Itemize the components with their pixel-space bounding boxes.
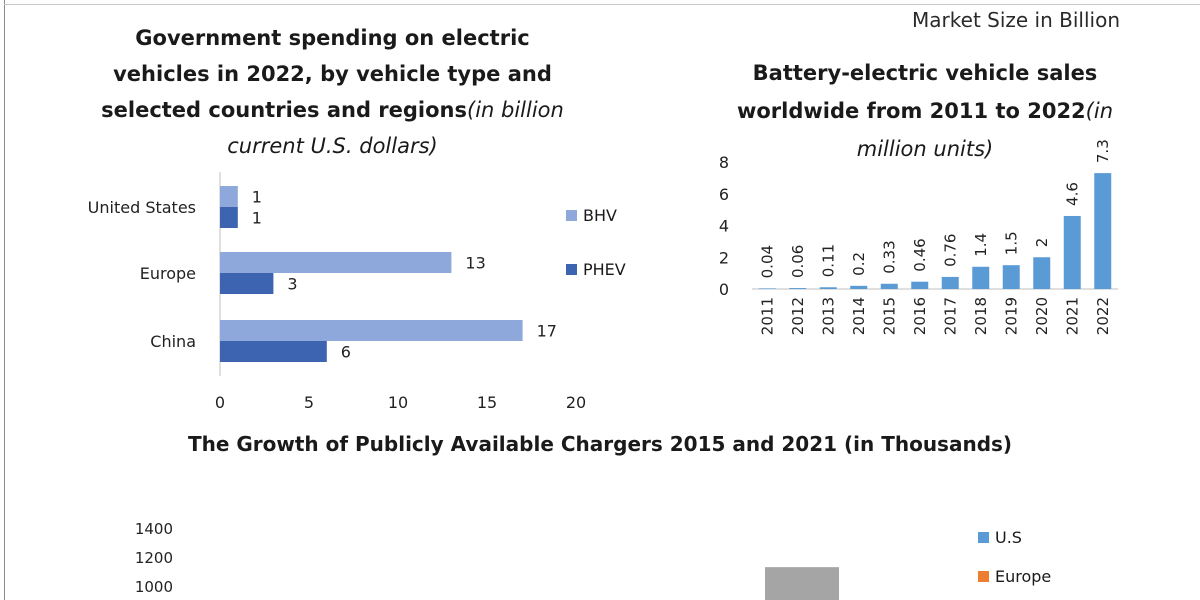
chart2-y-tick-label: 4: [719, 217, 729, 236]
legend-europe-swatch: [978, 571, 989, 582]
chart2-y-tick-label: 6: [719, 185, 729, 204]
chart2-x-tick-label: 2020: [1033, 297, 1051, 335]
frame-left-border: [4, 0, 5, 600]
chart2-x-tick-label: 2013: [819, 297, 837, 335]
chart2-bar: [1063, 215, 1081, 289]
chart2-bar: [1094, 173, 1112, 289]
chart3-title: The Growth of Publicly Available Charger…: [187, 432, 1013, 456]
chart1-title-main: Government spending on electric vehicles…: [101, 26, 552, 122]
legend-bhv: BHV: [566, 206, 617, 225]
chart2-title-italic: (in million units): [856, 99, 1114, 161]
chart2-bar: [850, 285, 868, 289]
chart1-x-tick-label: 20: [566, 393, 586, 412]
chart1-bar-phev: [220, 207, 238, 228]
chart2-data-label: 0.33: [880, 240, 898, 273]
chart1-data-label: 17: [537, 322, 557, 341]
chart2-x-tick-label: 2019: [1002, 297, 1020, 335]
chart1-category-label: United States: [88, 198, 196, 217]
chart1-bar-bhv: [220, 320, 523, 341]
chart1-data-label: 3: [287, 275, 297, 294]
chart2-x-tick-label: 2018: [972, 297, 990, 335]
chart2-data-label: 1.4: [972, 233, 990, 257]
chart1-x-tick-label: 10: [388, 393, 408, 412]
chart2-title: Battery-electric vehicle sales worldwide…: [725, 54, 1125, 168]
chart3-y-tick-label: 1400: [135, 520, 173, 538]
chart1-bar-phev: [220, 273, 274, 294]
legend-us-label: U.S: [995, 528, 1022, 547]
chart2-bar: [819, 287, 837, 289]
chart2-data-label: 0.04: [758, 245, 776, 278]
chart3-y-tick-label: 1200: [135, 549, 173, 567]
chart2-x-tick-label: 2014: [850, 297, 868, 335]
chart2-bar: [1033, 257, 1051, 289]
legend-us-swatch: [978, 532, 989, 543]
chart1-bar-bhv: [220, 186, 238, 207]
chart2-data-label: 1.5: [1002, 231, 1020, 255]
chart2-data-label: 2: [1033, 238, 1051, 248]
chart1-category-label: Europe: [140, 264, 196, 283]
chart2-x-tick-label: 2021: [1063, 297, 1081, 335]
chart2-bar: [880, 283, 898, 289]
legend-us: U.S: [978, 528, 1022, 547]
chart2-bar: [972, 266, 990, 289]
chart2-y-tick-label: 0: [719, 280, 729, 299]
chart2-bar: [941, 276, 959, 289]
frame-top-border: [4, 4, 1200, 5]
chart2-data-label: 0.06: [789, 245, 807, 278]
chart2-x-tick-label: 2022: [1094, 297, 1112, 335]
chart1-x-tick-label: 0: [215, 393, 225, 412]
chart2-x-tick-label: 2011: [758, 297, 776, 335]
chart2-x-tick-label: 2015: [880, 297, 898, 335]
chart2-x-tick-label: 2016: [911, 297, 929, 335]
chart2-data-label: 4.6: [1063, 182, 1081, 206]
legend-bhv-label: BHV: [583, 206, 617, 225]
chart2-data-label: 7.3: [1094, 139, 1112, 163]
chart2-data-label: 0.11: [819, 244, 837, 277]
chart2-bar: [911, 281, 929, 289]
chart2-title-main: Battery-electric vehicle sales worldwide…: [736, 61, 1098, 123]
chart3-bar-china: [765, 567, 839, 600]
chart2-x-tick-label: 2012: [789, 297, 807, 335]
market-size-note: Market Size in Billion: [912, 8, 1120, 32]
chart2-y-tick-label: 2: [719, 248, 729, 267]
chart1-bar-bhv: [220, 252, 452, 273]
chart1-data-label: 1: [252, 209, 262, 228]
legend-europe: Europe: [978, 567, 1051, 586]
chart1-x-tick-label: 5: [304, 393, 314, 412]
chart1-bar-phev: [220, 341, 327, 362]
chart1-data-label: 6: [341, 343, 351, 362]
legend-europe-label: Europe: [995, 567, 1052, 586]
chart2-y-tick-label: 8: [719, 153, 729, 172]
legend-phev-swatch: [566, 264, 577, 275]
chart1-title-italic: (in billion current U.S. dollars): [227, 98, 564, 158]
chart2-data-label: 0.46: [911, 238, 929, 271]
chart2-data-label: 0.2: [850, 252, 868, 276]
chart1-category-label: China: [150, 332, 196, 351]
legend-phev-label: PHEV: [583, 260, 626, 279]
legend-bhv-swatch: [566, 210, 577, 221]
chart3-y-tick-label: 1000: [135, 578, 173, 596]
chart2-data-label: 0.76: [941, 234, 959, 267]
chart2-bar: [1002, 265, 1020, 289]
chart1-data-label: 13: [465, 254, 485, 273]
chart1-x-tick-label: 15: [477, 393, 497, 412]
chart1-data-label: 1: [252, 188, 262, 207]
chart1-title: Government spending on electric vehicles…: [95, 20, 570, 164]
chart2-bar: [758, 288, 776, 289]
legend-phev: PHEV: [566, 260, 626, 279]
chart2-x-tick-label: 2017: [941, 297, 959, 335]
chart2-bar: [789, 288, 807, 289]
